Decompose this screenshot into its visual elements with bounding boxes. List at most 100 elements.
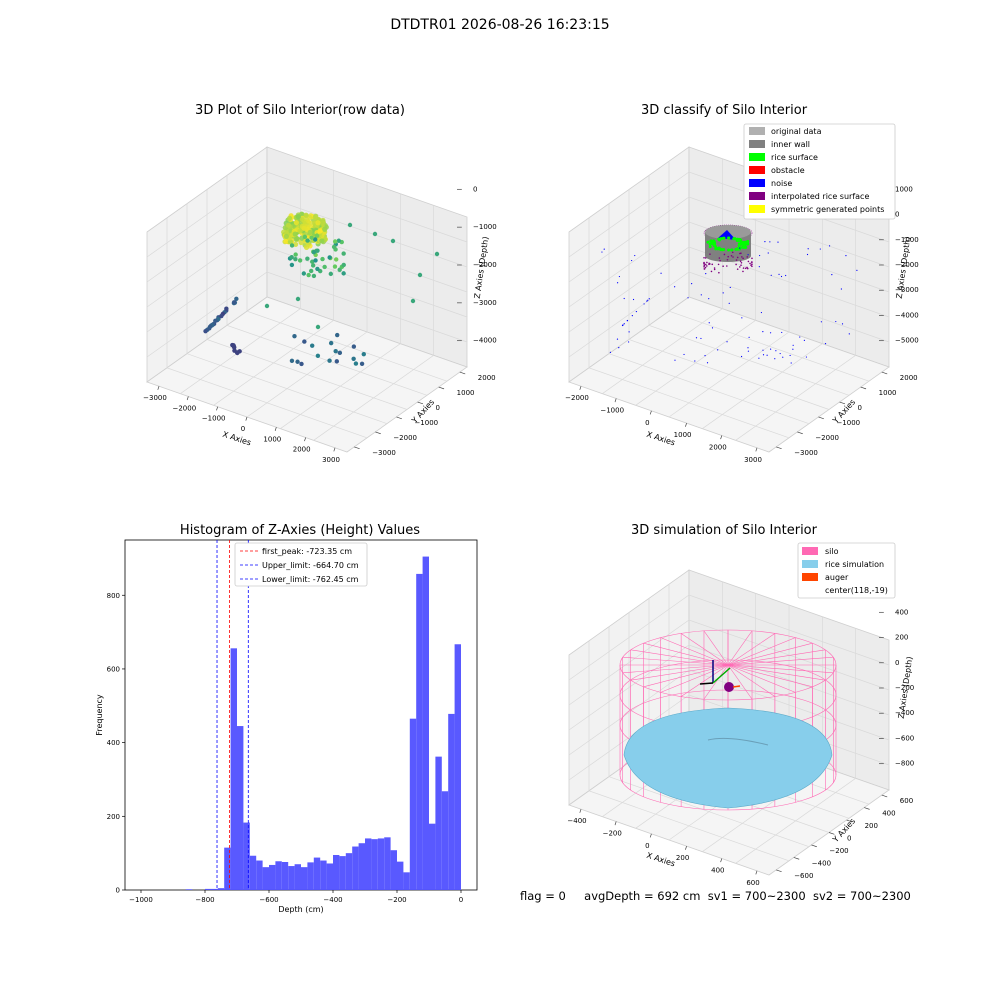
p2-noise-point	[790, 362, 792, 364]
p2-x-tick-label: 3000	[744, 456, 762, 464]
p4-silo-spoke	[703, 664, 729, 700]
p2-legend: original data inner wall rice surface obsta…	[743, 123, 896, 220]
p2-legend-swatch	[749, 127, 765, 135]
p2-y-tick-label: 1000	[879, 389, 897, 397]
p4-y-tick-label: 200	[865, 822, 878, 830]
p2-gridline	[568, 196, 890, 283]
p3-bar	[281, 862, 289, 890]
sv1-value: sv1 = 700~2300	[707, 889, 806, 903]
p2-noise-point	[674, 286, 676, 288]
p2-interp-point	[751, 265, 753, 268]
p3-bar	[326, 863, 333, 890]
p2-legend-label: symmetric generated points	[771, 205, 884, 214]
footer-stats: flag = 0 avgDepth = 692 cm sv1 = 700~230…	[520, 889, 911, 903]
p2-noise-point	[616, 338, 619, 340]
p2-noise-point	[840, 288, 842, 290]
p1-x-tick	[304, 437, 306, 442]
p3-legend-box	[234, 542, 368, 587]
p1-point	[292, 333, 297, 339]
p1-point	[322, 264, 327, 270]
p2-noise-point	[775, 350, 777, 352]
p4-silo-spoke	[727, 630, 753, 666]
p2-interp-point	[736, 256, 739, 259]
p2-interp-point	[726, 265, 728, 267]
p2-rice-point	[708, 242, 712, 246]
p2-y-tick-label: −2000	[815, 434, 839, 442]
p3-bar	[435, 756, 442, 890]
p2-x-tick	[614, 398, 617, 403]
p4-silo-spoke	[643, 664, 729, 688]
p4-z-tick-label: 400	[895, 608, 908, 616]
p3-xtick-label: −600	[259, 896, 278, 904]
p1-point	[333, 257, 339, 262]
p4-y-tick-label: 0	[847, 835, 851, 843]
p2-noise-point	[708, 298, 710, 300]
p1-x-tick	[245, 416, 248, 421]
p1-point	[224, 306, 229, 311]
panel4-title: 3D simulation of Silo Interior	[631, 523, 817, 538]
p2-noise-point	[766, 354, 768, 356]
p2-x-tick-label: −1000	[600, 407, 624, 415]
p1-point	[328, 271, 334, 277]
p4-x-tick-label: −400	[567, 817, 586, 825]
p2-interp-point	[751, 257, 753, 260]
p1-gridline	[146, 171, 468, 258]
p2-noise-point	[841, 323, 844, 325]
p1-point	[314, 233, 320, 238]
p4-silo-spoke	[727, 664, 813, 688]
p4-silo-spoke	[727, 664, 826, 681]
p4-y-tick	[793, 857, 800, 860]
p2-noise-point	[819, 248, 821, 250]
p4-z-tick-label: 200	[895, 634, 908, 642]
p4-silo-spoke	[727, 656, 834, 666]
p1-point	[299, 216, 305, 222]
p3-bar	[211, 888, 218, 890]
p2-noise-point	[805, 356, 808, 358]
p4-legend-label: auger	[825, 573, 849, 582]
p1-y-tick-label: 0	[436, 404, 440, 412]
p2-noise-point	[769, 241, 771, 243]
p2-y-tick	[860, 386, 867, 390]
p2-interp-point	[710, 270, 713, 273]
p1-gridline	[313, 205, 435, 441]
p4-axis-x-arrow	[699, 682, 714, 685]
p4-y-tick-label: 400	[882, 810, 895, 818]
p1-point	[341, 271, 346, 276]
p4-x-tick-label: −200	[603, 830, 622, 838]
p1-point	[434, 251, 440, 257]
p2-rice-point	[717, 237, 721, 241]
p1-point	[311, 250, 317, 255]
p2-noise-point	[785, 274, 787, 277]
p1-x-tick-label: −3000	[143, 394, 167, 402]
p2-interp-point	[703, 261, 705, 264]
p1-y-tick	[396, 416, 402, 420]
p2-x-tick-label: −2000	[565, 394, 589, 402]
p3-bar	[390, 850, 397, 890]
p2-rice-point	[721, 236, 725, 240]
p1-point	[310, 259, 315, 264]
p1-z-tick-label: 0	[473, 185, 477, 193]
p2-interp-point	[744, 267, 747, 270]
p1-x-tick	[333, 447, 336, 452]
p2-noise-point	[760, 311, 763, 314]
p4-auger	[732, 685, 741, 688]
p1-point	[283, 233, 289, 239]
p1-point	[390, 238, 396, 244]
p1-point	[295, 359, 300, 364]
p2-noise-point	[628, 331, 630, 333]
p4-x-tick-label: 200	[676, 854, 689, 862]
p4-gridline	[735, 628, 857, 864]
p2-interp-point	[731, 251, 734, 254]
flag-value: flag = 0	[520, 889, 566, 903]
p2-y-tick	[881, 371, 888, 375]
p4-y-tick	[811, 844, 817, 848]
p1-point	[327, 255, 332, 260]
p1-point	[417, 272, 423, 278]
p3-bar	[345, 853, 353, 890]
p4-silo-spoke	[630, 664, 729, 681]
p4-silo-spoke	[643, 642, 729, 666]
p2-noise-point	[779, 352, 781, 355]
p2-noise-point	[759, 254, 761, 257]
p1-point	[298, 239, 304, 246]
